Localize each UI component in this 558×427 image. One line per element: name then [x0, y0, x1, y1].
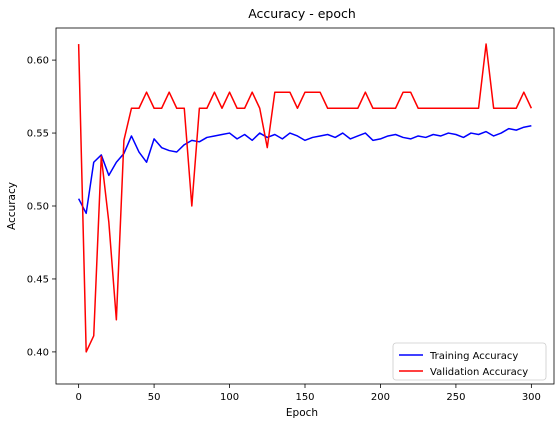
training-accuracy-line [77, 125, 532, 215]
x-tick-label: 0 [75, 392, 81, 403]
plot-frame [55, 27, 555, 385]
y-tick-label: 0.40 [27, 347, 49, 358]
x-tick-label: 200 [371, 392, 390, 403]
legend-box [392, 342, 547, 381]
x-axis-label: Epoch [286, 407, 318, 419]
y-tick-label: 0.55 [27, 129, 49, 140]
chart-title: Accuracy - epoch [248, 6, 356, 21]
legend-label-training: Training Accuracy [429, 351, 518, 362]
plot-series-group [77, 43, 533, 353]
legend: Training Accuracy Validation Accuracy [392, 342, 547, 381]
x-tick-label: 100 [220, 392, 239, 403]
x-tick-label: 50 [148, 392, 161, 403]
y-axis-label: Accuracy [6, 182, 18, 230]
validation-accuracy-line [77, 43, 533, 353]
legend-label-validation: Validation Accuracy [430, 367, 528, 378]
x-tick-label: 300 [522, 392, 541, 403]
x-tick-label: 250 [446, 392, 465, 403]
y-axis-ticks: 0.40 0.45 0.50 0.55 0.60 [27, 56, 56, 358]
y-tick-label: 0.50 [27, 202, 49, 213]
x-axis-ticks: 0 50 100 150 200 250 300 [75, 384, 541, 403]
y-tick-label: 0.60 [27, 56, 49, 67]
y-tick-label: 0.45 [27, 274, 49, 285]
x-tick-label: 150 [295, 392, 314, 403]
